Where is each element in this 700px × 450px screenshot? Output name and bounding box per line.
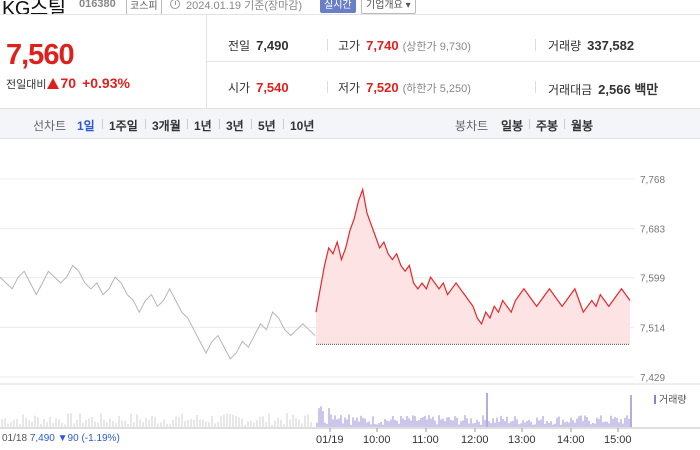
high-value: 7,740 xyxy=(366,38,399,53)
amount-value: 2,566 백만 xyxy=(598,82,659,97)
amount-label: 거래대금 xyxy=(548,83,593,97)
series-prev-day xyxy=(0,264,316,360)
x-tick-label: 01/19 xyxy=(316,434,344,446)
prev-day-date: 01/18 xyxy=(2,433,28,444)
lower-limit: (하한가 5,250) xyxy=(402,83,471,95)
tab-daily-candle[interactable]: 일봉 xyxy=(501,119,524,133)
date-note: 2024.01.19 기준(장마감) xyxy=(186,0,303,12)
tab-monthly-candle[interactable]: 월봉 xyxy=(571,119,594,133)
tab-separator xyxy=(283,119,284,129)
volume-bars xyxy=(1,393,632,427)
info-separator xyxy=(327,81,328,93)
tab-separator xyxy=(145,119,146,129)
tab-1w[interactable]: 1주일 xyxy=(109,119,138,133)
candle-chart-label: 봉차트 xyxy=(455,119,489,133)
prev-day-close: 7,490 xyxy=(29,433,55,444)
y-tick-label: 7,768 xyxy=(640,175,665,186)
tab-10y[interactable]: 10년 xyxy=(290,119,315,133)
info-separator xyxy=(535,81,536,93)
clock-icon xyxy=(170,0,180,9)
tab-1d[interactable]: 1일 xyxy=(77,119,95,133)
series-area-today xyxy=(316,189,630,345)
info-separator xyxy=(535,39,536,51)
y-tick-label: 7,599 xyxy=(640,274,665,285)
change-label: 전일대비 xyxy=(6,79,47,91)
open-value: 7,540 xyxy=(256,80,289,95)
company-info-button[interactable]: 기업개요 ▾ xyxy=(361,0,416,14)
tab-weekly-candle[interactable]: 주봉 xyxy=(536,119,559,133)
open-cell: 시가 7,540 xyxy=(228,79,289,96)
tab-3m[interactable]: 3개월 xyxy=(152,119,181,133)
series-line-today xyxy=(315,187,631,326)
volume-legend: 거래량 xyxy=(654,391,687,406)
realtime-button[interactable]: 실시간 xyxy=(320,0,356,13)
x-tick-label: 14:00 xyxy=(557,434,585,446)
market-badge: 코스피 xyxy=(126,0,162,14)
triangle-up-icon xyxy=(47,78,60,89)
volume-cell: 거래량 337,582 xyxy=(548,37,634,54)
y-tick-label: 7,429 xyxy=(640,373,665,384)
stock-code: 016380 xyxy=(79,0,116,10)
volume-value: 337,582 xyxy=(587,38,635,53)
info-divider xyxy=(207,61,700,62)
change-row: 전일대비 70 +0.93% xyxy=(6,75,130,92)
amount-cell: 거래대금 2,566 백만 xyxy=(548,79,658,98)
info-separator xyxy=(327,39,328,51)
y-axis-ticks: 7,768 7,683 7,599 7,514 7,429 xyxy=(640,175,665,384)
change-abs: 70 xyxy=(60,75,77,91)
high-cell: 고가 7,740 (상한가 9,730) xyxy=(338,37,471,54)
chart-tabs: 선차트 1일 1주일 3개월 1년 3년 5년 10년 봉차트 일봉 주봉 월봉 xyxy=(0,109,700,139)
series-line-prev xyxy=(0,264,316,360)
x-tick-label: 12:00 xyxy=(461,434,489,446)
prev-day-change: ▼90 xyxy=(57,433,79,444)
low-value: 7,520 xyxy=(366,80,399,95)
change-pct: +0.93% xyxy=(82,75,130,91)
prev-close-value: 7,490 xyxy=(256,38,289,53)
x-tick-label: 15:00 xyxy=(604,434,632,446)
high-label: 고가 xyxy=(338,39,361,53)
tab-separator xyxy=(529,119,530,129)
tab-separator xyxy=(219,119,220,129)
price-chart[interactable]: 7,768 7,683 7,599 7,514 7,429 01/19 10:00 11:0… xyxy=(0,139,700,450)
y-tick-label: 7,514 xyxy=(640,323,665,334)
current-price: 7,560 xyxy=(6,39,75,71)
tab-separator xyxy=(564,119,565,129)
tab-5y[interactable]: 5년 xyxy=(258,119,276,133)
current-price-box: 7,560 전일대비 70 +0.93% xyxy=(0,15,207,108)
low-label: 저가 xyxy=(338,81,361,95)
low-cell: 저가 7,520 (하한가 5,250) xyxy=(338,79,471,96)
volume-label: 거래량 xyxy=(548,39,582,53)
x-tick-label: 13:00 xyxy=(508,434,536,446)
price-panel: 7,560 전일대비 70 +0.93% 전일 7,490 시가 7,540 고가 7,7… xyxy=(0,14,700,109)
prev-close-label: 전일 xyxy=(228,39,251,53)
stock-name[interactable]: KG스틸 xyxy=(2,0,66,14)
line-chart-label: 선차트 xyxy=(33,119,67,133)
series-today xyxy=(315,187,631,345)
tab-1y[interactable]: 1년 xyxy=(194,119,212,133)
tab-3y[interactable]: 3년 xyxy=(226,119,244,133)
chart-grid xyxy=(0,178,700,429)
stock-header: KG스틸 016380 코스피 2024.01.19 기준(장마감) 실시간 기… xyxy=(0,0,700,14)
upper-limit: (상한가 9,730) xyxy=(402,41,471,53)
x-tick-label: 11:00 xyxy=(412,434,439,446)
tab-separator xyxy=(187,119,188,129)
open-label: 시가 xyxy=(228,81,251,95)
prev-day-pct: (-1.19%) xyxy=(81,433,120,444)
prev-day-summary: 01/18 7,490 ▼90 (-1.19%) xyxy=(2,433,120,444)
prev-close-cell: 전일 7,490 xyxy=(228,37,289,54)
y-tick-label: 7,683 xyxy=(640,225,665,236)
chart-svg: 7,768 7,683 7,599 7,514 7,429 01/19 10:00 11:0… xyxy=(0,175,700,446)
tab-separator xyxy=(102,119,103,129)
tab-separator xyxy=(251,119,252,129)
x-tick-label: 10:00 xyxy=(363,434,391,446)
x-axis-ticks: 01/19 10:00 11:00 12:00 13:00 14:00 15:00 xyxy=(316,428,632,446)
